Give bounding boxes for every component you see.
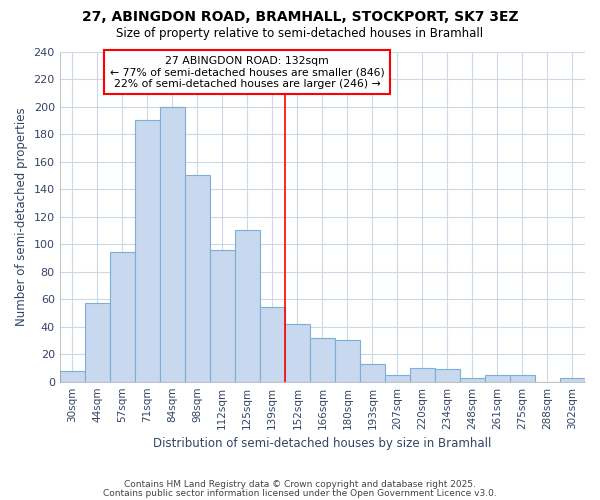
Bar bbox=[85, 304, 110, 382]
Text: 27, ABINGDON ROAD, BRAMHALL, STOCKPORT, SK7 3EZ: 27, ABINGDON ROAD, BRAMHALL, STOCKPORT, … bbox=[82, 10, 518, 24]
Bar bbox=[560, 378, 585, 382]
X-axis label: Distribution of semi-detached houses by size in Bramhall: Distribution of semi-detached houses by … bbox=[153, 437, 491, 450]
Bar bbox=[185, 176, 210, 382]
Y-axis label: Number of semi-detached properties: Number of semi-detached properties bbox=[15, 108, 28, 326]
Bar bbox=[235, 230, 260, 382]
Text: 27 ABINGDON ROAD: 132sqm
← 77% of semi-detached houses are smaller (846)
22% of : 27 ABINGDON ROAD: 132sqm ← 77% of semi-d… bbox=[110, 56, 385, 89]
Text: Size of property relative to semi-detached houses in Bramhall: Size of property relative to semi-detach… bbox=[116, 28, 484, 40]
Bar bbox=[110, 252, 135, 382]
Bar bbox=[360, 364, 385, 382]
Bar bbox=[135, 120, 160, 382]
Bar bbox=[285, 324, 310, 382]
Text: Contains HM Land Registry data © Crown copyright and database right 2025.: Contains HM Land Registry data © Crown c… bbox=[124, 480, 476, 489]
Text: Contains public sector information licensed under the Open Government Licence v3: Contains public sector information licen… bbox=[103, 488, 497, 498]
Bar bbox=[435, 370, 460, 382]
Bar bbox=[210, 250, 235, 382]
Bar bbox=[485, 375, 510, 382]
Bar bbox=[310, 338, 335, 382]
Bar bbox=[59, 370, 85, 382]
Bar bbox=[160, 106, 185, 382]
Bar bbox=[260, 308, 285, 382]
Bar bbox=[510, 375, 535, 382]
Bar bbox=[385, 375, 410, 382]
Bar bbox=[460, 378, 485, 382]
Bar bbox=[410, 368, 435, 382]
Bar bbox=[335, 340, 360, 382]
